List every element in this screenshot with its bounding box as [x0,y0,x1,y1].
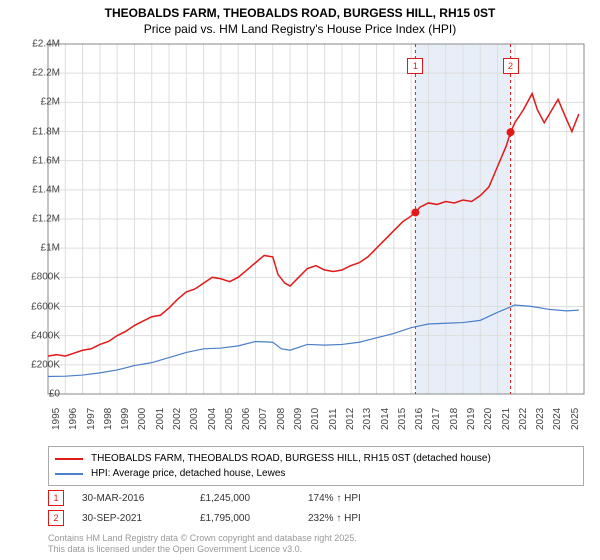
legend-swatch-1 [55,473,83,475]
sale-marker-0: 1 [48,490,64,506]
legend-item-1: HPI: Average price, detached house, Lewe… [55,466,577,481]
sales-table: 1 30-MAR-2016 £1,245,000 174% ↑ HPI 2 30… [48,486,584,526]
sale-pct-0: 174% ↑ HPI [308,493,361,504]
legend-label-0: THEOBALDS FARM, THEOBALDS ROAD, BURGESS … [91,451,491,466]
sale-row-0: 1 30-MAR-2016 £1,245,000 174% ↑ HPI [48,490,584,506]
chart-container: THEOBALDS FARM, THEOBALDS ROAD, BURGESS … [0,0,600,560]
credits: Contains HM Land Registry data © Crown c… [48,533,584,556]
legend-item-0: THEOBALDS FARM, THEOBALDS ROAD, BURGESS … [55,451,577,466]
sale-date-1: 30-SEP-2021 [82,513,182,524]
sale-marker-1: 2 [48,510,64,526]
sale-price-1: £1,795,000 [200,513,290,524]
sale-date-0: 30-MAR-2016 [82,493,182,504]
legend-swatch-0 [55,458,83,460]
sale-price-0: £1,245,000 [200,493,290,504]
titles: THEOBALDS FARM, THEOBALDS ROAD, BURGESS … [0,0,600,36]
chart-svg [48,44,584,394]
credits-line-1: Contains HM Land Registry data © Crown c… [48,533,584,545]
title-line-2: Price paid vs. HM Land Registry's House … [0,22,600,36]
credits-line-2: This data is licensed under the Open Gov… [48,544,584,556]
legend: THEOBALDS FARM, THEOBALDS ROAD, BURGESS … [48,446,584,486]
chart-area [48,44,584,394]
title-line-1: THEOBALDS FARM, THEOBALDS ROAD, BURGESS … [0,6,600,20]
sale-row-1: 2 30-SEP-2021 £1,795,000 232% ↑ HPI [48,510,584,526]
sale-pct-1: 232% ↑ HPI [308,513,361,524]
legend-label-1: HPI: Average price, detached house, Lewe… [91,466,285,481]
